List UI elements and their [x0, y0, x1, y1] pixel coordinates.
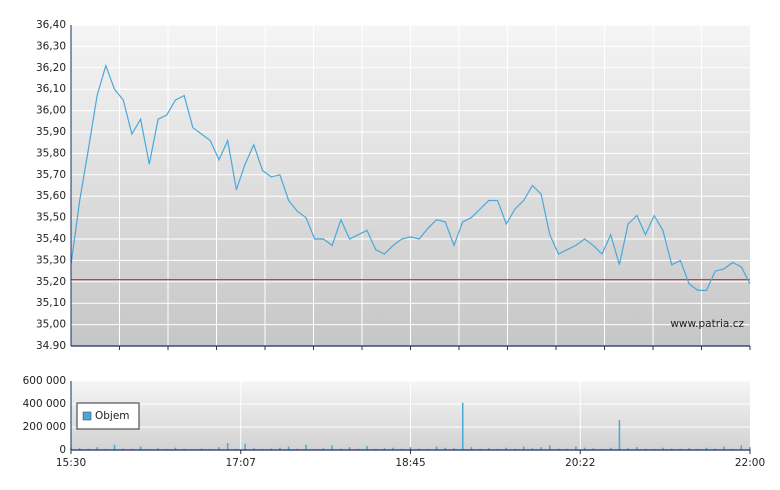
volume-bar	[575, 446, 577, 450]
volume-bar	[253, 448, 255, 450]
watermark: www.patria.cz	[670, 318, 744, 330]
volume-bar	[592, 448, 595, 450]
volume-bar	[688, 448, 690, 450]
volume-bar	[226, 443, 229, 450]
volume-bar	[418, 448, 420, 450]
volume-bar	[113, 444, 116, 450]
volume-bar	[157, 448, 159, 450]
volume-bar	[392, 447, 394, 450]
volume-bar	[453, 448, 455, 450]
volume-bar	[444, 447, 447, 450]
volume-bar	[287, 446, 290, 450]
volume-bar	[340, 448, 342, 450]
volume-bar	[279, 447, 281, 450]
price-line	[70, 63, 751, 291]
y-tick-label: 200 000	[23, 421, 66, 433]
x-tick-label: 22:00	[735, 457, 765, 469]
y-tick-label: 34.90	[36, 340, 66, 352]
volume-bar	[557, 448, 560, 450]
volume-bar	[540, 447, 542, 450]
y-tick-label: 400 000	[23, 398, 66, 410]
volume-bar	[627, 448, 629, 450]
volume-bar	[244, 443, 246, 450]
volume-bar	[740, 445, 743, 450]
x-tick-label: 15:30	[56, 457, 86, 469]
volume-bar	[662, 447, 664, 450]
volume-bar	[505, 447, 508, 450]
volume-bar	[174, 447, 177, 450]
y-tick-label: 35,90	[36, 126, 66, 138]
volume-bar	[488, 448, 490, 450]
volume-bar	[522, 446, 525, 450]
volume-bar	[723, 446, 725, 450]
y-tick-label: 35,10	[36, 297, 66, 309]
volume-bar	[139, 446, 142, 450]
volume-bar	[549, 445, 551, 450]
volume-bar	[383, 448, 386, 450]
volume-bar	[435, 446, 438, 450]
volume-bar	[218, 447, 220, 450]
y-tick-label: 36,30	[36, 40, 66, 52]
y-tick-label: 600 000	[23, 375, 66, 387]
y-tick-label: 0	[59, 444, 66, 456]
volume-bar	[583, 447, 586, 450]
volume-bar	[531, 448, 534, 450]
y-tick-label: 35,40	[36, 233, 66, 245]
volume-bar	[270, 448, 272, 450]
y-tick-label: 36,00	[36, 105, 66, 117]
legend-box	[76, 402, 140, 430]
volume-bar	[749, 447, 751, 450]
volume-bar	[96, 447, 98, 450]
y-tick-label: 35,70	[36, 169, 66, 181]
volume-bar	[636, 447, 638, 450]
volume-bar	[305, 444, 307, 450]
volume-bar	[670, 448, 673, 450]
x-tick-label: 17:07	[226, 457, 256, 469]
x-tick-label: 18:45	[395, 457, 425, 469]
y-tick-label: 35,30	[36, 254, 66, 266]
volume-bar	[331, 445, 333, 450]
volume-bar	[714, 448, 716, 450]
y-tick-label: 35,80	[36, 147, 66, 159]
volume-bar	[470, 447, 473, 450]
x-tick-label: 20:22	[565, 457, 595, 469]
volume-bar	[78, 448, 81, 450]
y-tick-label: 35,50	[36, 212, 66, 224]
volume-bar	[461, 402, 464, 450]
volume-bar	[348, 447, 351, 450]
legend-label: Objem	[95, 410, 130, 422]
y-tick-label: 35,20	[36, 276, 66, 288]
y-tick-label: 35,60	[36, 190, 66, 202]
y-tick-label: 36,10	[36, 83, 66, 95]
y-tick-label: 36,40	[36, 19, 66, 31]
volume-bar	[409, 447, 412, 450]
volume-bar	[618, 420, 621, 450]
volume-bar	[322, 448, 325, 450]
volume-bar	[200, 448, 203, 450]
y-tick-label: 35,00	[36, 319, 66, 331]
volume-bar	[609, 447, 612, 450]
volume-bar	[366, 445, 368, 450]
y-tick-label: 36,20	[36, 62, 66, 74]
volume-bar	[705, 447, 708, 450]
legend-swatch	[82, 411, 92, 421]
volume-bar	[122, 448, 124, 450]
